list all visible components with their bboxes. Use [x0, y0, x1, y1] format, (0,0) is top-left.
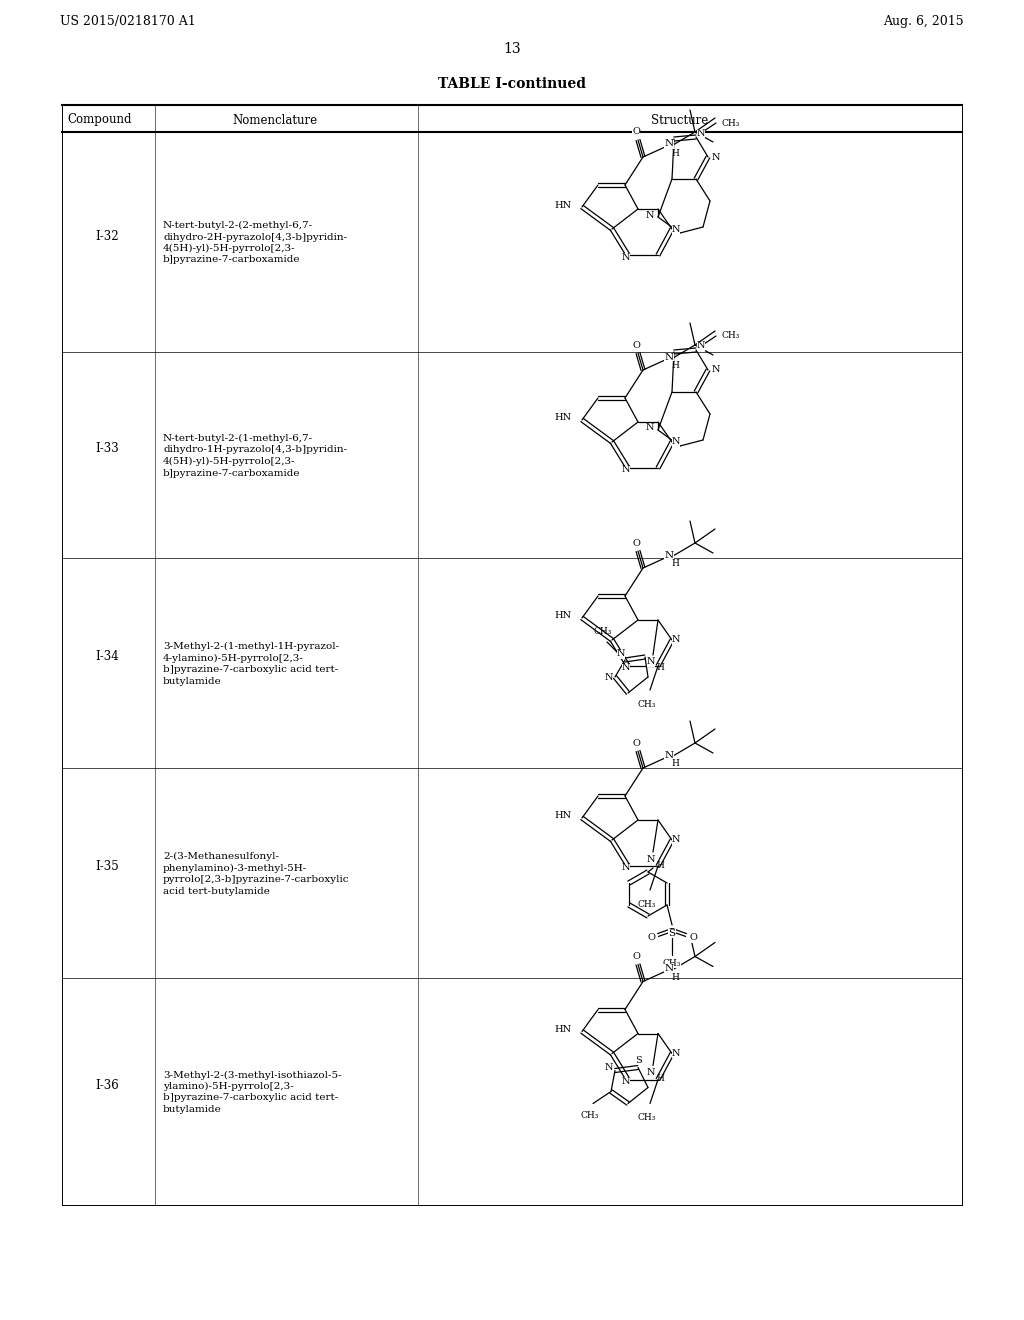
Text: N: N: [647, 854, 655, 863]
Text: I-34: I-34: [95, 651, 119, 664]
Text: N: N: [622, 863, 630, 873]
Text: butylamide: butylamide: [163, 1105, 222, 1114]
Text: acid tert-butylamide: acid tert-butylamide: [163, 887, 270, 895]
Text: N: N: [646, 210, 654, 219]
Text: CH₃: CH₃: [638, 700, 656, 709]
Text: N: N: [665, 550, 674, 560]
Text: ylamino)-5H-pyrrolo[2,3-: ylamino)-5H-pyrrolo[2,3-: [163, 1082, 294, 1092]
Text: 2-(3-Methanesulfonyl-: 2-(3-Methanesulfonyl-: [163, 851, 279, 861]
Text: O: O: [632, 539, 640, 548]
Text: N: N: [665, 140, 674, 149]
Text: O: O: [689, 933, 697, 942]
Text: CH₃: CH₃: [638, 900, 656, 909]
Text: N: N: [672, 437, 680, 446]
Text: N: N: [646, 424, 654, 433]
Text: Nomenclature: Nomenclature: [232, 114, 317, 127]
Text: HN: HN: [555, 201, 572, 210]
Text: N: N: [672, 224, 680, 234]
Text: b]pyrazine-7-carboxylic acid tert-: b]pyrazine-7-carboxylic acid tert-: [163, 1093, 338, 1102]
Text: 4-ylamino)-5H-pyrrolo[2,3-: 4-ylamino)-5H-pyrrolo[2,3-: [163, 653, 304, 663]
Text: HN: HN: [555, 812, 572, 821]
Text: b]pyrazine-7-carboxamide: b]pyrazine-7-carboxamide: [163, 469, 300, 478]
Text: O: O: [632, 738, 640, 747]
Text: H: H: [671, 973, 679, 982]
Text: CH₃: CH₃: [581, 1111, 599, 1121]
Text: US 2015/0218170 A1: US 2015/0218170 A1: [60, 15, 196, 28]
Text: H: H: [656, 1074, 664, 1082]
Text: O: O: [632, 341, 640, 350]
Text: N: N: [665, 964, 674, 973]
Text: H: H: [671, 560, 679, 569]
Text: N: N: [672, 1049, 680, 1059]
Text: phenylamino)-3-methyl-5H-: phenylamino)-3-methyl-5H-: [163, 863, 307, 873]
Text: N: N: [647, 657, 655, 667]
Text: Aug. 6, 2015: Aug. 6, 2015: [884, 15, 964, 28]
Text: 13: 13: [503, 42, 521, 55]
Text: 4(5H)-yl)-5H-pyrrolo[2,3-: 4(5H)-yl)-5H-pyrrolo[2,3-: [163, 244, 296, 253]
Text: b]pyrazine-7-carboxamide: b]pyrazine-7-carboxamide: [163, 256, 300, 264]
Text: N: N: [605, 672, 613, 681]
Text: 4(5H)-yl)-5H-pyrrolo[2,3-: 4(5H)-yl)-5H-pyrrolo[2,3-: [163, 457, 296, 466]
Text: I-32: I-32: [95, 230, 119, 243]
Text: N: N: [647, 1068, 655, 1077]
Text: N: N: [622, 252, 630, 261]
Text: pyrrolo[2,3-b]pyrazine-7-carboxylic: pyrrolo[2,3-b]pyrazine-7-carboxylic: [163, 875, 349, 884]
Text: N: N: [616, 649, 626, 659]
Text: HN: HN: [555, 413, 572, 422]
Text: N: N: [605, 1063, 613, 1072]
Text: CH₃: CH₃: [721, 119, 739, 128]
Text: N-tert-butyl-2-(1-methyl-6,7-: N-tert-butyl-2-(1-methyl-6,7-: [163, 434, 313, 444]
Text: H: H: [656, 861, 664, 870]
Text: N: N: [665, 751, 674, 759]
Text: CH₃: CH₃: [721, 331, 739, 341]
Text: dihydro-2H-pyrazolo[4,3-b]pyridin-: dihydro-2H-pyrazolo[4,3-b]pyridin-: [163, 232, 347, 242]
Text: Compound: Compound: [68, 114, 132, 127]
Text: I-36: I-36: [95, 1078, 119, 1092]
Text: N: N: [665, 352, 674, 362]
Text: Structure: Structure: [651, 114, 709, 127]
Text: N: N: [712, 366, 720, 375]
Text: H: H: [671, 759, 679, 768]
Text: O: O: [647, 933, 655, 942]
Text: CH₃: CH₃: [594, 627, 612, 636]
Text: HN: HN: [555, 1026, 572, 1034]
Text: O: O: [632, 952, 640, 961]
Text: 3-Methyl-2-(1-methyl-1H-pyrazol-: 3-Methyl-2-(1-methyl-1H-pyrazol-: [163, 642, 339, 651]
Text: 3-Methyl-2-(3-methyl-isothiazol-5-: 3-Methyl-2-(3-methyl-isothiazol-5-: [163, 1071, 342, 1080]
Text: N: N: [712, 153, 720, 161]
Text: b]pyrazine-7-carboxylic acid tert-: b]pyrazine-7-carboxylic acid tert-: [163, 665, 338, 675]
Text: N-tert-butyl-2-(2-methyl-6,7-: N-tert-butyl-2-(2-methyl-6,7-: [163, 220, 313, 230]
Text: N: N: [672, 836, 680, 845]
Text: N: N: [696, 342, 706, 351]
Text: H: H: [671, 149, 679, 157]
Text: butylamide: butylamide: [163, 676, 222, 685]
Text: TABLE I-continued: TABLE I-continued: [438, 77, 586, 91]
Text: N: N: [696, 128, 706, 137]
Text: N: N: [622, 466, 630, 474]
Text: N: N: [622, 664, 630, 672]
Text: CH₃: CH₃: [663, 958, 681, 968]
Text: dihydro-1H-pyrazolo[4,3-b]pyridin-: dihydro-1H-pyrazolo[4,3-b]pyridin-: [163, 446, 347, 454]
Text: H: H: [671, 362, 679, 371]
Text: I-33: I-33: [95, 442, 119, 455]
Text: H: H: [656, 664, 664, 672]
Text: HN: HN: [555, 611, 572, 620]
Text: N: N: [622, 1077, 630, 1086]
Text: N: N: [672, 635, 680, 644]
Text: S: S: [635, 1056, 641, 1065]
Text: CH₃: CH₃: [638, 1114, 656, 1122]
Text: S: S: [669, 928, 676, 937]
Text: I-35: I-35: [95, 861, 119, 874]
Text: O: O: [632, 128, 640, 136]
